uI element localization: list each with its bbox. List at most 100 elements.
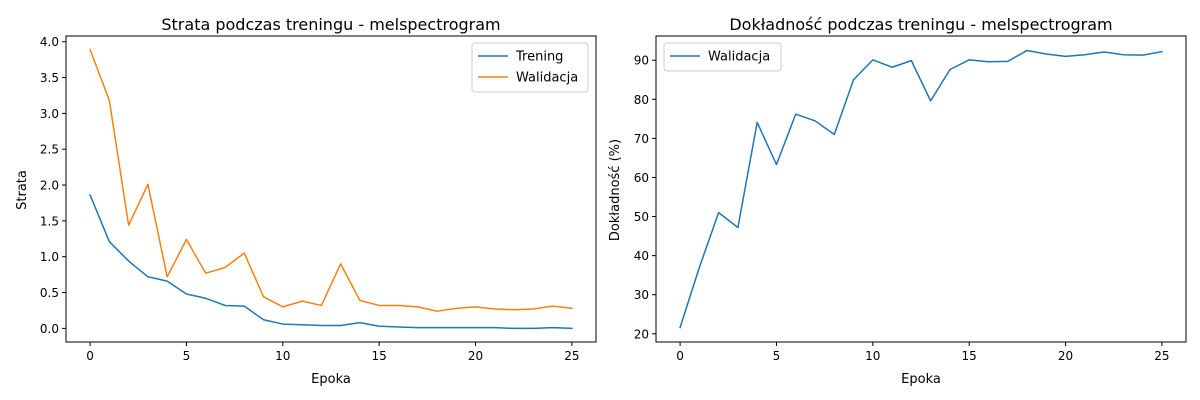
chart-accuracy-xtick-label: 15 bbox=[962, 349, 977, 363]
chart-loss-point-trening bbox=[533, 328, 535, 330]
chart-loss-line-trening bbox=[89, 194, 573, 330]
chart-loss-point-walidacja bbox=[109, 100, 111, 102]
chart-loss-point-trening bbox=[321, 325, 323, 327]
chart-loss-point-walidacja bbox=[552, 305, 554, 307]
chart-loss-point-trening bbox=[166, 280, 168, 282]
chart-accuracy-ytick-label: 20 bbox=[634, 327, 649, 341]
chart-accuracy-point-walidacja bbox=[699, 267, 701, 269]
chart-loss-legend-label-walidacja: Walidacja bbox=[516, 71, 578, 86]
chart-accuracy-ytick-label: 30 bbox=[634, 288, 649, 302]
chart-loss-ytick-label: 3.0 bbox=[40, 107, 59, 121]
chart-accuracy-point-walidacja bbox=[737, 227, 739, 229]
chart-loss-point-trening bbox=[436, 327, 438, 329]
chart-loss-point-walidacja bbox=[321, 305, 323, 307]
chart-loss-point-trening bbox=[417, 327, 419, 329]
chart-loss-ytick-label: 3.5 bbox=[40, 71, 59, 85]
chart-loss-point-trening bbox=[475, 327, 477, 329]
chart-loss-point-walidacja bbox=[455, 308, 457, 310]
chart-loss-frame bbox=[65, 35, 597, 343]
chart-accuracy-point-walidacja bbox=[949, 69, 951, 71]
chart-loss-xtick-label: 20 bbox=[468, 349, 483, 363]
chart-accuracy-point-walidacja bbox=[930, 100, 932, 102]
chart-accuracy-frame bbox=[655, 35, 1187, 343]
chart-accuracy-point-walidacja bbox=[891, 66, 893, 68]
chart-accuracy-point-walidacja bbox=[1045, 53, 1047, 55]
chart-accuracy-xtick-label: 25 bbox=[1154, 349, 1169, 363]
chart-loss-point-walidacja bbox=[398, 305, 400, 307]
chart-accuracy-point-walidacja bbox=[756, 122, 758, 124]
chart-loss-point-trening bbox=[109, 241, 111, 243]
chart-accuracy-ylabel: Dokładność (%) bbox=[608, 139, 623, 241]
chart-accuracy-ytick-label: 40 bbox=[634, 249, 649, 263]
chart-loss-point-trening bbox=[398, 326, 400, 328]
chart-accuracy-legend-label-walidacja: Walidacja bbox=[708, 50, 770, 65]
chart-loss-point-walidacja bbox=[263, 296, 265, 298]
chart-loss-point-walidacja bbox=[166, 276, 168, 278]
chart-accuracy-point-walidacja bbox=[1007, 61, 1009, 63]
chart-accuracy: Dokładność podczas treningu - melspectro… bbox=[608, 15, 1187, 387]
chart-loss-xticks: 0 5 10 15 20 25 bbox=[86, 342, 580, 363]
chart-accuracy-legend: Walidacja bbox=[663, 42, 782, 72]
chart-loss-point-walidacja bbox=[147, 184, 149, 186]
chart-loss-yticks: 0.0 0.5 1.0 1.5 2.0 2.5 3.0 3.5 4.0 bbox=[40, 35, 66, 336]
chart-loss-ytick-label: 2.0 bbox=[40, 179, 59, 193]
chart-accuracy-xticks: 0 5 10 15 20 25 bbox=[676, 342, 1170, 363]
chart-accuracy-line-walidacja bbox=[679, 49, 1163, 329]
chart-loss-point-walidacja bbox=[243, 252, 245, 254]
chart-accuracy-point-walidacja bbox=[872, 59, 874, 61]
chart-loss-ytick-label: 4.0 bbox=[40, 35, 59, 49]
chart-accuracy-title: Dokładność podczas treningu - melspectro… bbox=[729, 15, 1112, 34]
chart-loss-point-trening bbox=[359, 322, 361, 324]
chart-loss-point-walidacja bbox=[359, 300, 361, 302]
chart-loss-xtick-label: 25 bbox=[564, 349, 579, 363]
chart-accuracy-xlabel: Epoka bbox=[901, 372, 941, 387]
chart-accuracy-point-walidacja bbox=[853, 79, 855, 81]
chart-accuracy-ytick-label: 60 bbox=[634, 171, 649, 185]
chart-loss-point-walidacja bbox=[475, 306, 477, 308]
chart-loss-legend-label-trening: Trening bbox=[515, 50, 563, 65]
chart-loss-line-walidacja bbox=[89, 48, 573, 312]
chart-loss-ytick-label: 0.5 bbox=[40, 286, 59, 300]
chart-loss-point-walidacja bbox=[301, 300, 303, 302]
chart-loss: Strata podczas treningu - melspectrogram… bbox=[15, 15, 597, 387]
chart-accuracy-ytick-label: 70 bbox=[634, 132, 649, 146]
chart-accuracy-xtick-label: 20 bbox=[1058, 349, 1073, 363]
chart-loss-point-trening bbox=[282, 323, 284, 325]
chart-loss-point-trening bbox=[513, 328, 515, 330]
chart-loss-point-walidacja bbox=[378, 305, 380, 307]
chart-accuracy-yticks: 20 30 40 50 60 70 80 90 bbox=[634, 54, 656, 341]
chart-loss-point-trening bbox=[128, 260, 130, 262]
chart-loss-point-walidacja bbox=[533, 308, 535, 310]
chart-accuracy-point-walidacja bbox=[679, 327, 681, 329]
chart-loss-point-trening bbox=[224, 305, 226, 307]
chart-loss-point-trening bbox=[571, 328, 573, 330]
chart-accuracy-point-walidacja bbox=[1103, 51, 1105, 53]
chart-accuracy-point-walidacja bbox=[776, 164, 778, 166]
chart-loss-point-trening bbox=[494, 327, 496, 329]
chart-loss-point-trening bbox=[378, 325, 380, 327]
chart-loss-point-walidacja bbox=[417, 306, 419, 308]
chart-accuracy-point-walidacja bbox=[1026, 50, 1028, 52]
chart-loss-point-trening bbox=[186, 293, 188, 295]
chart-loss-xtick-label: 15 bbox=[372, 349, 387, 363]
chart-loss-point-trening bbox=[552, 327, 554, 329]
chart-accuracy-point-walidacja bbox=[718, 212, 720, 214]
chart-accuracy-point-walidacja bbox=[1084, 54, 1086, 56]
chart-accuracy-point-walidacja bbox=[1161, 51, 1163, 53]
chart-accuracy-legend-box bbox=[663, 42, 782, 72]
chart-loss-xtick-label: 5 bbox=[183, 349, 191, 363]
chart-accuracy-point-walidacja bbox=[1065, 56, 1067, 58]
chart-loss-xtick-label: 0 bbox=[86, 349, 94, 363]
chart-loss-xtick-label: 10 bbox=[275, 349, 290, 363]
chart-loss-ylabel: Strata bbox=[15, 170, 30, 210]
chart-loss-ytick-label: 1.0 bbox=[40, 250, 59, 264]
chart-loss-point-walidacja bbox=[224, 267, 226, 269]
chart-accuracy-point-walidacja bbox=[814, 120, 816, 122]
chart-accuracy-xtick-label: 5 bbox=[773, 349, 781, 363]
chart-loss-point-walidacja bbox=[436, 310, 438, 312]
chart-loss-point-walidacja bbox=[513, 309, 515, 311]
chart-accuracy-ytick-label: 80 bbox=[634, 93, 649, 107]
chart-loss-ytick-label: 1.5 bbox=[40, 214, 59, 228]
chart-accuracy-point-walidacja bbox=[911, 60, 913, 62]
chart-loss-point-trening bbox=[263, 319, 265, 321]
